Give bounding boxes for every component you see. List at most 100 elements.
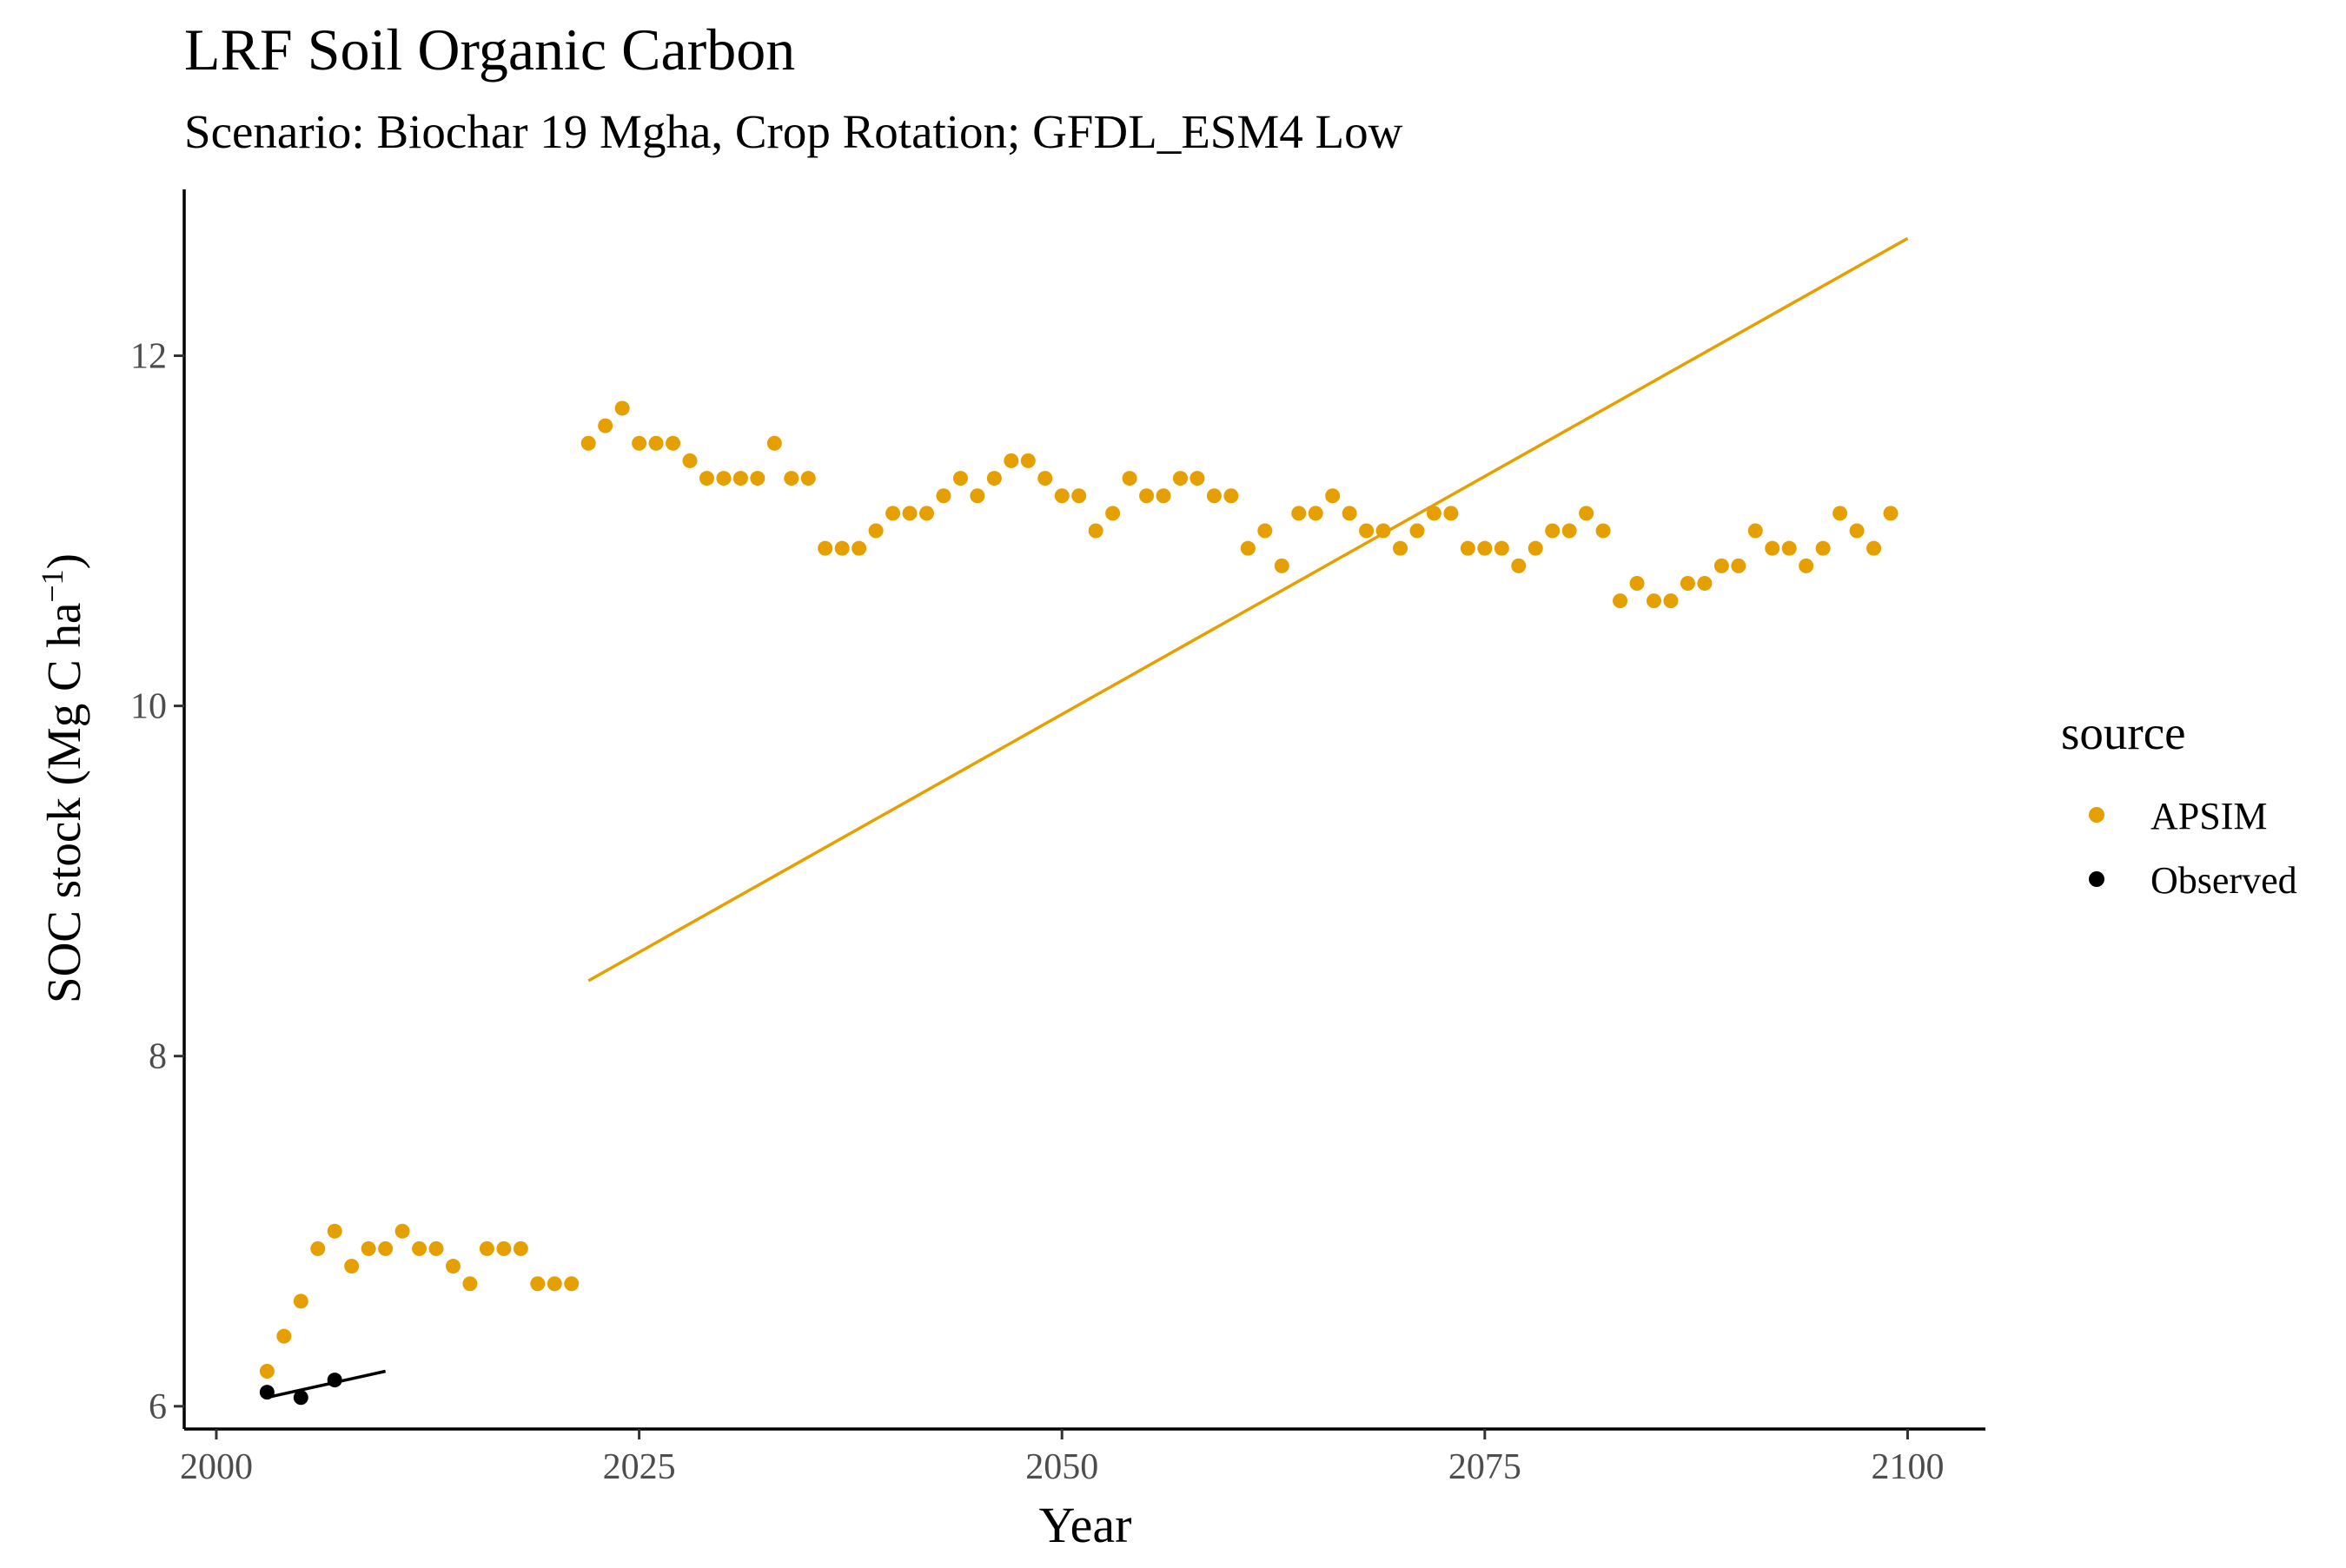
apsim-point-2071: [1409, 523, 1425, 539]
apsim-point-2075: [1477, 540, 1493, 556]
apsim-point-2030: [716, 471, 732, 486]
apsim-point-2019: [530, 1276, 546, 1292]
apsim-point-2051: [1071, 488, 1087, 504]
x-tick-label-2025: 2025: [603, 1447, 676, 1487]
apsim-point-2007: [327, 1223, 342, 1239]
apsim-point-2049: [1037, 471, 1053, 486]
legend-key-observed: [2089, 871, 2104, 887]
apsim-point-2045: [970, 488, 985, 504]
apsim-point-2093: [1781, 540, 1797, 556]
apsim-point-2089: [1713, 558, 1729, 573]
y-tick-label-8: 8: [149, 1037, 167, 1077]
apsim-point-2080: [1561, 523, 1577, 539]
apsim-point-2026: [648, 435, 664, 451]
legend: source APSIM Observed: [2061, 706, 2297, 902]
apsim-point-2088: [1697, 575, 1713, 591]
apsim-point-2005: [293, 1293, 308, 1309]
apsim-point-2035: [800, 471, 816, 486]
apsim-point-2031: [732, 471, 748, 486]
chart-subtitle: Scenario: Biochar 19 Mgha, Crop Rotation…: [184, 105, 1403, 158]
apsim-point-2003: [259, 1363, 275, 1379]
apsim-point-2022: [580, 435, 596, 451]
apsim-point-2021: [564, 1276, 580, 1292]
chart-title: LRF Soil Organic Carbon: [184, 17, 795, 83]
apsim-point-2036: [818, 540, 833, 556]
apsim-point-2084: [1629, 575, 1645, 591]
apsim-point-2083: [1613, 593, 1628, 609]
apsim-point-2016: [479, 1241, 494, 1256]
apsim-point-2020: [547, 1276, 562, 1292]
apsim-point-2074: [1460, 540, 1475, 556]
legend-title: source: [2061, 706, 2186, 759]
apsim-point-2081: [1579, 506, 1594, 521]
legend-key-apsim: [2089, 807, 2104, 823]
apsim-point-2009: [361, 1241, 376, 1256]
apsim-point-2047: [1004, 453, 1019, 468]
apsim-point-2069: [1375, 523, 1391, 539]
apsim-point-2039: [868, 523, 884, 539]
apsim-point-2011: [394, 1223, 410, 1239]
x-tick-label-2000: 2000: [180, 1447, 253, 1487]
apsim-point-2068: [1359, 523, 1375, 539]
apsim-point-2010: [378, 1241, 394, 1256]
apsim-point-2015: [462, 1276, 478, 1292]
apsim-point-2073: [1443, 506, 1459, 521]
apsim-point-2098: [1866, 540, 1882, 556]
apsim-point-2041: [902, 506, 918, 521]
apsim-point-2024: [614, 400, 630, 416]
apsim-point-2046: [986, 471, 1002, 486]
apsim-point-2013: [428, 1241, 444, 1256]
apsim-point-2053: [1105, 506, 1121, 521]
plot-area: 2000 2025 2050 2075 2100 6 8 10 12: [130, 189, 1985, 1487]
apsim-point-2033: [766, 435, 782, 451]
apsim-trend-line: [587, 236, 1909, 982]
y-axis-title-main: SOC stock (Mg C ha: [37, 603, 90, 1003]
apsim-point-2014: [445, 1259, 461, 1274]
apsim-point-2056: [1156, 488, 1171, 504]
apsim-point-2048: [1020, 453, 1036, 468]
apsim-point-2017: [496, 1241, 512, 1256]
apsim-point-2078: [1528, 540, 1543, 556]
apsim-point-2090: [1731, 558, 1746, 573]
observed-trend-line: [266, 1369, 387, 1399]
apsim-point-2044: [952, 471, 968, 486]
y-axis-title-close: ): [37, 553, 90, 569]
apsim-point-2043: [936, 488, 951, 504]
apsim-point-2079: [1545, 523, 1561, 539]
apsim-point-2086: [1663, 593, 1679, 609]
apsim-point-2076: [1494, 540, 1509, 556]
apsim-point-2032: [750, 471, 765, 486]
apsim-point-2061: [1240, 540, 1256, 556]
x-tick-label-2100: 2100: [1871, 1447, 1944, 1487]
x-tick-label-2075: 2075: [1448, 1447, 1521, 1487]
apsim-point-2091: [1747, 523, 1763, 539]
apsim-point-2018: [513, 1241, 528, 1256]
x-axis-title: Year: [1039, 1497, 1132, 1553]
apsim-point-2099: [1883, 506, 1899, 521]
apsim-point-2040: [885, 506, 901, 521]
apsim-point-2023: [598, 418, 613, 433]
y-axis-title-superscript: −1: [35, 569, 70, 602]
apsim-point-2029: [699, 471, 714, 486]
apsim-point-2092: [1765, 540, 1780, 556]
apsim-point-2064: [1291, 506, 1307, 521]
apsim-point-2077: [1511, 558, 1527, 573]
apsim-point-2012: [412, 1241, 427, 1256]
apsim-point-2072: [1426, 506, 1441, 521]
apsim-point-2085: [1646, 593, 1661, 609]
y-tick-label-10: 10: [130, 687, 167, 727]
legend-label-observed: Observed: [2150, 859, 2297, 902]
apsim-point-2004: [276, 1328, 292, 1344]
apsim-point-2062: [1257, 523, 1273, 539]
apsim-point-2057: [1172, 471, 1188, 486]
apsim-point-2058: [1190, 471, 1205, 486]
apsim-point-2070: [1393, 540, 1408, 556]
y-tick-label-6: 6: [149, 1387, 167, 1427]
apsim-point-2050: [1054, 488, 1070, 504]
apsim-point-2065: [1308, 506, 1323, 521]
apsim-point-2096: [1832, 506, 1848, 521]
apsim-point-2059: [1206, 488, 1222, 504]
apsim-point-2028: [682, 453, 698, 468]
apsim-point-2027: [666, 435, 681, 451]
